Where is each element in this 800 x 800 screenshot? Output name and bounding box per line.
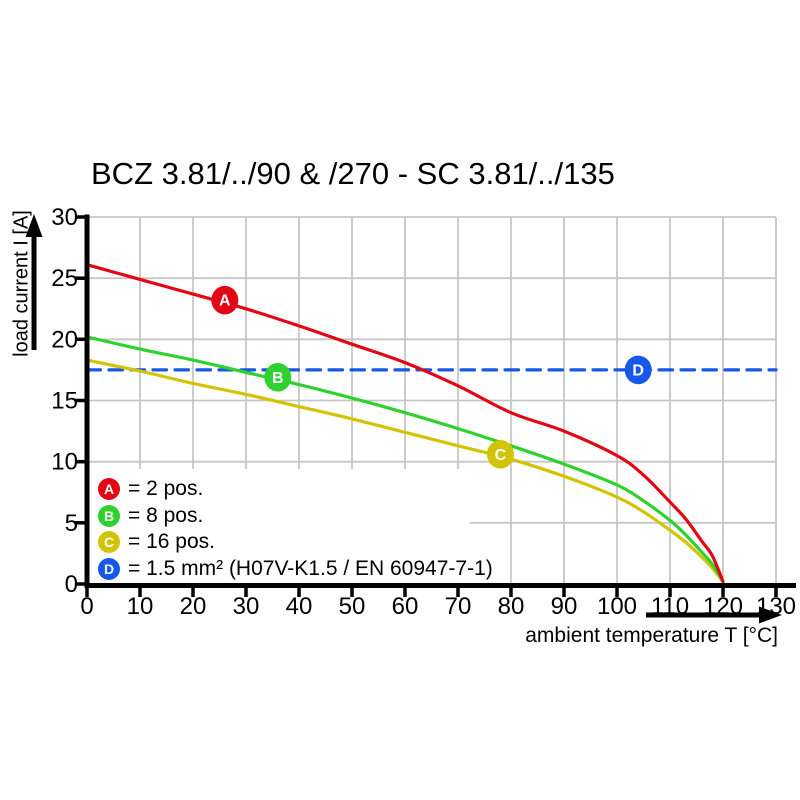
x-tick-label-90: 90 xyxy=(551,593,578,620)
y-tick-label-30: 30 xyxy=(51,204,78,231)
x-tick-label-30: 30 xyxy=(233,593,260,620)
x-tick-label-70: 70 xyxy=(445,593,472,620)
curve-marker-letter-B: B xyxy=(272,370,284,387)
legend-item-D: D = 1.5 mm² (H07V-K1.5 / EN 60947-7-1) xyxy=(98,556,493,583)
curve-marker-letter-D: D xyxy=(632,362,644,379)
legend: A = 2 pos. B = 8 pos. C = 16 pos. D = 1.5 mm² (… xyxy=(98,476,493,582)
x-tick-label-80: 80 xyxy=(498,593,525,620)
x-tick-label-60: 60 xyxy=(392,593,419,620)
x-tick-label-20: 20 xyxy=(180,593,207,620)
curve-marker-B xyxy=(264,363,292,392)
legend-label-D: = 1.5 mm² (H07V-K1.5 / EN 60947-7-1) xyxy=(128,557,493,581)
legend-label-B: = 8 pos. xyxy=(128,503,204,527)
curve-marker-letter-C: C xyxy=(495,447,507,464)
y-axis-arrow-head-icon xyxy=(25,214,43,237)
curve-marker-C xyxy=(486,440,514,469)
legend-label-A: = 2 pos. xyxy=(128,477,204,501)
x-axis-arrow-head-icon xyxy=(759,606,782,624)
y-tick-label-20: 20 xyxy=(51,326,78,353)
x-tick-label-50: 50 xyxy=(339,593,366,620)
legend-item-B: B = 8 pos. xyxy=(98,503,493,530)
legend-marker-D-icon: D xyxy=(98,558,120,581)
legend-box xyxy=(87,469,470,583)
x-axis-label: ambient temperature T [°C] xyxy=(525,624,778,647)
y-tick-label-0: 0 xyxy=(65,571,78,598)
x-tick-label-40: 40 xyxy=(286,593,313,620)
y-tick-label-10: 10 xyxy=(51,449,78,476)
legend-marker-A-icon: A xyxy=(98,478,120,501)
legend-item-C: C = 16 pos. xyxy=(98,529,493,556)
legend-item-A: A = 2 pos. xyxy=(98,476,493,503)
legend-marker-C-icon: C xyxy=(98,531,120,554)
legend-label-C: = 16 pos. xyxy=(128,530,215,554)
x-tick-label-10: 10 xyxy=(127,593,154,620)
curve-marker-D xyxy=(624,355,652,385)
x-tick-label-0: 0 xyxy=(80,593,93,620)
y-tick-label-5: 5 xyxy=(65,510,78,537)
x-tick-label-100: 100 xyxy=(597,593,637,620)
curve-marker-A xyxy=(211,285,239,315)
y-tick-label-25: 25 xyxy=(51,265,78,292)
legend-marker-B-icon: B xyxy=(98,504,120,527)
curve-marker-letter-A: A xyxy=(219,293,231,310)
y-tick-label-15: 15 xyxy=(51,388,78,415)
chart-title: BCZ 3.81/../90 & /270 - SC 3.81/../135 xyxy=(91,156,615,191)
